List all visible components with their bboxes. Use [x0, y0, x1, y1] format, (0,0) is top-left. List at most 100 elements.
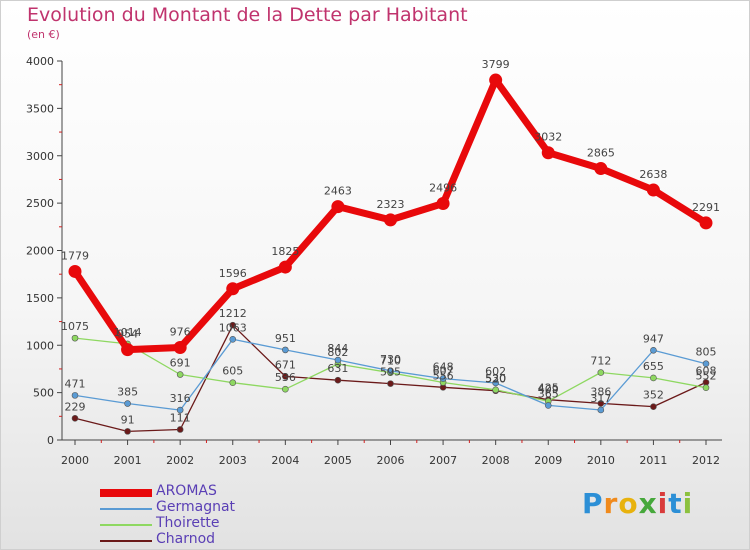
data-label: 2865: [587, 147, 615, 160]
data-label: 1063: [219, 321, 247, 334]
data-label: 595: [380, 366, 401, 379]
y-tick-label: 4000: [26, 55, 54, 68]
legend-label: Charnod: [156, 531, 216, 547]
x-tick-label: 2009: [534, 454, 562, 467]
data-point: [282, 385, 289, 393]
data-label: 1212: [219, 307, 247, 320]
unit-note: (en €): [27, 28, 60, 41]
y-tick-label: 3000: [26, 150, 54, 163]
data-label: 3799: [482, 58, 510, 71]
logo-letter: P: [582, 487, 604, 520]
series-charnod: [71, 321, 710, 435]
legend-label: Germagnat: [156, 499, 236, 515]
x-tick-label: 2001: [114, 454, 142, 467]
data-point: [71, 334, 79, 342]
data-label: 556: [433, 369, 454, 382]
data-label: 802: [327, 346, 348, 359]
data-label: 471: [65, 377, 86, 390]
data-label: 91: [121, 413, 135, 426]
data-point: [334, 356, 342, 364]
data-point: [492, 379, 499, 387]
data-label: 605: [222, 365, 243, 378]
data-point: [226, 282, 240, 296]
data-label: 710: [380, 355, 401, 368]
data-point: [544, 402, 552, 409]
series-germagnat: [71, 335, 710, 414]
x-tick-label: 2006: [377, 454, 405, 467]
x-tick-label: 2005: [324, 454, 352, 467]
y-tick-label: 1000: [26, 339, 54, 352]
data-point: [124, 428, 131, 435]
data-point: [387, 380, 394, 387]
x-tick-label: 2007: [429, 454, 457, 467]
data-point: [436, 197, 450, 211]
y-tick-label: 3500: [26, 102, 54, 115]
data-point: [384, 213, 397, 227]
data-point: [541, 146, 555, 160]
data-label: 385: [117, 386, 138, 399]
x-tick-label: 2003: [219, 454, 247, 467]
data-point: [282, 346, 289, 354]
data-point: [282, 373, 289, 380]
data-label: 1075: [61, 320, 89, 333]
logo-letter: r: [603, 487, 619, 520]
logo-letter: i: [682, 487, 694, 520]
data-label: 712: [590, 355, 611, 368]
x-tick-label: 2012: [692, 454, 720, 467]
data-label: 805: [696, 346, 717, 359]
data-label: 2323: [377, 198, 405, 211]
data-label: 2291: [692, 201, 720, 214]
legend-swatch: [100, 508, 152, 510]
x-tick-label: 2008: [482, 454, 510, 467]
data-label: 536: [275, 371, 296, 384]
chart-title: Evolution du Montant de la Dette par Hab…: [27, 4, 468, 26]
data-label: 1779: [61, 249, 89, 262]
data-labels: 1779 954 976 1596 1825 2463 2323 2496 3799 3032 28…: [61, 58, 720, 426]
data-label: 947: [643, 332, 664, 345]
data-point: [597, 400, 605, 407]
data-point: [646, 183, 660, 197]
data-point: [439, 375, 447, 382]
data-label: 691: [170, 357, 191, 370]
data-point: [650, 374, 657, 382]
data-label: 111: [170, 411, 191, 424]
legend-swatch: [100, 540, 152, 542]
data-label: 520: [485, 373, 506, 386]
data-point: [594, 162, 608, 176]
data-point: [229, 321, 237, 329]
x-tick-label: 2004: [271, 454, 299, 467]
x-tick-label: 2010: [587, 454, 615, 467]
data-point: [278, 260, 292, 274]
series-layer: [68, 73, 713, 435]
data-label: 2463: [324, 185, 352, 198]
data-label: 3032: [534, 131, 562, 144]
data-point: [176, 426, 184, 433]
data-point: [124, 400, 131, 407]
data-point: [71, 415, 79, 422]
data-label: 316: [170, 392, 191, 405]
data-label: 671: [275, 358, 296, 371]
data-label: 648: [433, 361, 454, 374]
data-point: [387, 367, 394, 375]
data-label: 631: [327, 362, 348, 375]
data-label: 602: [485, 365, 506, 378]
chart-axes: 0 500 1000 1500 2000 2500 3000 3500 4000 2000 2001…: [26, 55, 722, 467]
data-label: 655: [643, 360, 664, 373]
data-label: 317: [590, 392, 611, 405]
series-aromas: [68, 73, 713, 357]
logo-letter: o: [618, 487, 639, 520]
y-tick-label: 0: [47, 434, 54, 447]
data-label: 2638: [639, 168, 667, 181]
legend-swatch: [100, 524, 152, 526]
data-label: 552: [696, 370, 717, 383]
data-point: [699, 216, 713, 230]
data-label: 409: [538, 383, 559, 396]
logo-letter: i: [657, 487, 669, 520]
data-label: 1596: [219, 267, 247, 280]
data-label: 530: [485, 372, 506, 385]
data-label: 730: [380, 353, 401, 366]
data-label: 607: [433, 364, 454, 377]
data-point: [176, 406, 184, 414]
data-point: [702, 384, 710, 391]
